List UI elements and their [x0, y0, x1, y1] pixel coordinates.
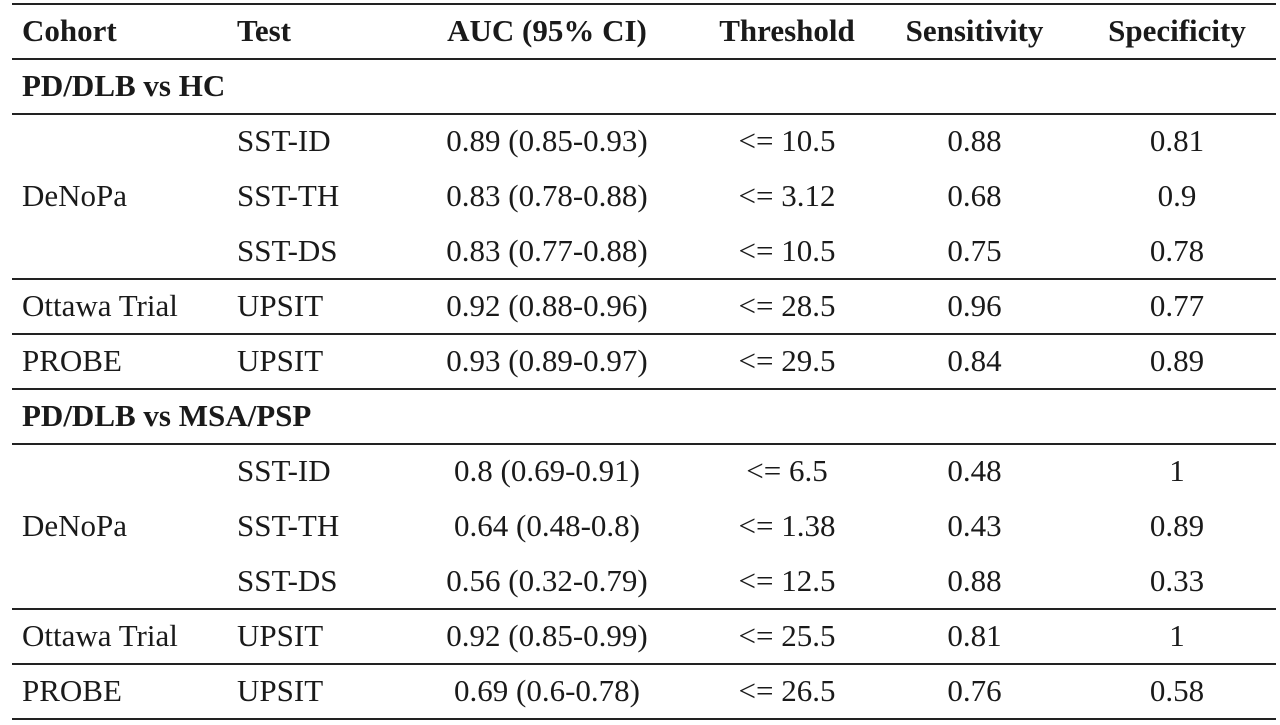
cell-threshold: <= 6.5 [746, 453, 828, 488]
table-row: SST-TH 0.64 (0.48-0.8) <= 1.38 0.43 0.89 [12, 498, 1276, 553]
table-row: SST-DS 0.83 (0.77-0.88) <= 10.5 0.75 0.78 [12, 223, 1276, 278]
cell-specificity: 0.89 [1149, 508, 1205, 543]
cell-auc: 0.89 (0.85-0.93) [446, 123, 648, 158]
cell-auc: 0.69 (0.6-0.78) [454, 673, 640, 708]
cohort-label: PROBE [22, 673, 122, 708]
cell-test: UPSIT [237, 673, 324, 708]
table-rule [12, 718, 1276, 720]
table-rule [12, 388, 1276, 390]
cohort-label: PROBE [22, 343, 122, 378]
cell-sensitivity: 0.43 [947, 508, 1002, 543]
table-rule [12, 608, 1276, 610]
cell-auc: 0.92 (0.85-0.99) [446, 618, 648, 653]
table-row: UPSIT 0.92 (0.85-0.99) <= 25.5 0.81 1 [12, 608, 1276, 663]
column-header-specificity: Specificity [1108, 13, 1246, 48]
table-header-row: Cohort Test AUC (95% CI) Threshold Sensitivi… [12, 3, 1276, 58]
column-header-sensitivity: Sensitivity [905, 13, 1044, 48]
cell-threshold: <= 1.38 [738, 508, 836, 543]
cell-sensitivity: 0.76 [947, 673, 1002, 708]
cell-sensitivity: 0.84 [947, 343, 1002, 378]
cell-auc: 0.8 (0.69-0.91) [454, 453, 640, 488]
section-title: PD/DLB vs MSA/PSP [22, 398, 312, 433]
cell-sensitivity: 0.88 [947, 563, 1002, 598]
cell-sensitivity: 0.81 [947, 618, 1002, 653]
cell-threshold: <= 28.5 [738, 288, 836, 323]
column-header-test: Test [237, 13, 291, 48]
cell-threshold: <= 10.5 [738, 123, 836, 158]
table-rule [12, 663, 1276, 665]
table-row: UPSIT 0.69 (0.6-0.78) <= 26.5 0.76 0.58 [12, 663, 1276, 718]
cell-specificity: 0.81 [1149, 123, 1205, 158]
cohort-label: Ottawa Trial [22, 618, 178, 653]
cell-auc: 0.93 (0.89-0.97) [446, 343, 648, 378]
section-title-row: PD/DLB vs HC [12, 58, 1276, 113]
cell-threshold: <= 29.5 [738, 343, 836, 378]
cell-specificity: 0.58 [1149, 673, 1205, 708]
cell-specificity: 1 [1169, 618, 1185, 653]
cell-threshold: <= 25.5 [738, 618, 836, 653]
cell-test: SST-TH [237, 508, 340, 543]
cell-specificity: 1 [1169, 453, 1185, 488]
cell-specificity: 0.77 [1149, 288, 1205, 323]
section-title: PD/DLB vs HC [22, 68, 226, 103]
cell-sensitivity: 0.48 [947, 453, 1002, 488]
cell-specificity: 0.89 [1149, 343, 1205, 378]
cell-test: SST-TH [237, 178, 340, 213]
cell-test: SST-DS [237, 233, 338, 268]
cell-test: SST-ID [237, 453, 331, 488]
cohort-label: DeNoPa [22, 178, 128, 213]
cell-test: SST-DS [237, 563, 338, 598]
cell-sensitivity: 0.88 [947, 123, 1002, 158]
cell-threshold: <= 3.12 [738, 178, 836, 213]
table-row: SST-TH 0.83 (0.78-0.88) <= 3.12 0.68 0.9 [12, 168, 1276, 223]
cell-auc: 0.83 (0.78-0.88) [446, 178, 648, 213]
cell-threshold: <= 12.5 [738, 563, 836, 598]
cell-test: UPSIT [237, 288, 324, 323]
column-header-threshold: Threshold [719, 13, 855, 48]
column-header-auc: AUC (95% CI) [447, 13, 647, 48]
table-rule [12, 443, 1276, 445]
cell-auc: 0.64 (0.48-0.8) [454, 508, 640, 543]
cell-sensitivity: 0.75 [947, 233, 1002, 268]
table-rule [12, 113, 1276, 115]
table-row: SST-DS 0.56 (0.32-0.79) <= 12.5 0.88 0.33 [12, 553, 1276, 608]
cell-auc: 0.92 (0.88-0.96) [446, 288, 648, 323]
cell-test: UPSIT [237, 343, 324, 378]
cell-specificity: 0.9 [1157, 178, 1197, 213]
column-header-cohort: Cohort [22, 13, 117, 48]
table-row: UPSIT 0.93 (0.89-0.97) <= 29.5 0.84 0.89 [12, 333, 1276, 388]
table-rule [12, 3, 1276, 5]
section-title-row: PD/DLB vs MSA/PSP [12, 388, 1276, 443]
table-rule [12, 58, 1276, 60]
table-rule [12, 333, 1276, 335]
cell-sensitivity: 0.68 [947, 178, 1002, 213]
cohort-label: DeNoPa [22, 508, 128, 543]
table-row: UPSIT 0.92 (0.88-0.96) <= 28.5 0.96 0.77 [12, 278, 1276, 333]
cell-test: SST-ID [237, 123, 331, 158]
cell-test: UPSIT [237, 618, 324, 653]
table-row: SST-ID 0.8 (0.69-0.91) <= 6.5 0.48 1 [12, 443, 1276, 498]
cell-auc: 0.83 (0.77-0.88) [446, 233, 648, 268]
cell-sensitivity: 0.96 [947, 288, 1002, 323]
cell-threshold: <= 26.5 [738, 673, 836, 708]
cohort-label: Ottawa Trial [22, 288, 178, 323]
cell-threshold: <= 10.5 [738, 233, 836, 268]
table-rule [12, 278, 1276, 280]
cell-specificity: 0.78 [1149, 233, 1205, 268]
table-row: SST-ID 0.89 (0.85-0.93) <= 10.5 0.88 0.81 [12, 113, 1276, 168]
cell-auc: 0.56 (0.32-0.79) [446, 563, 648, 598]
cell-specificity: 0.33 [1149, 563, 1205, 598]
